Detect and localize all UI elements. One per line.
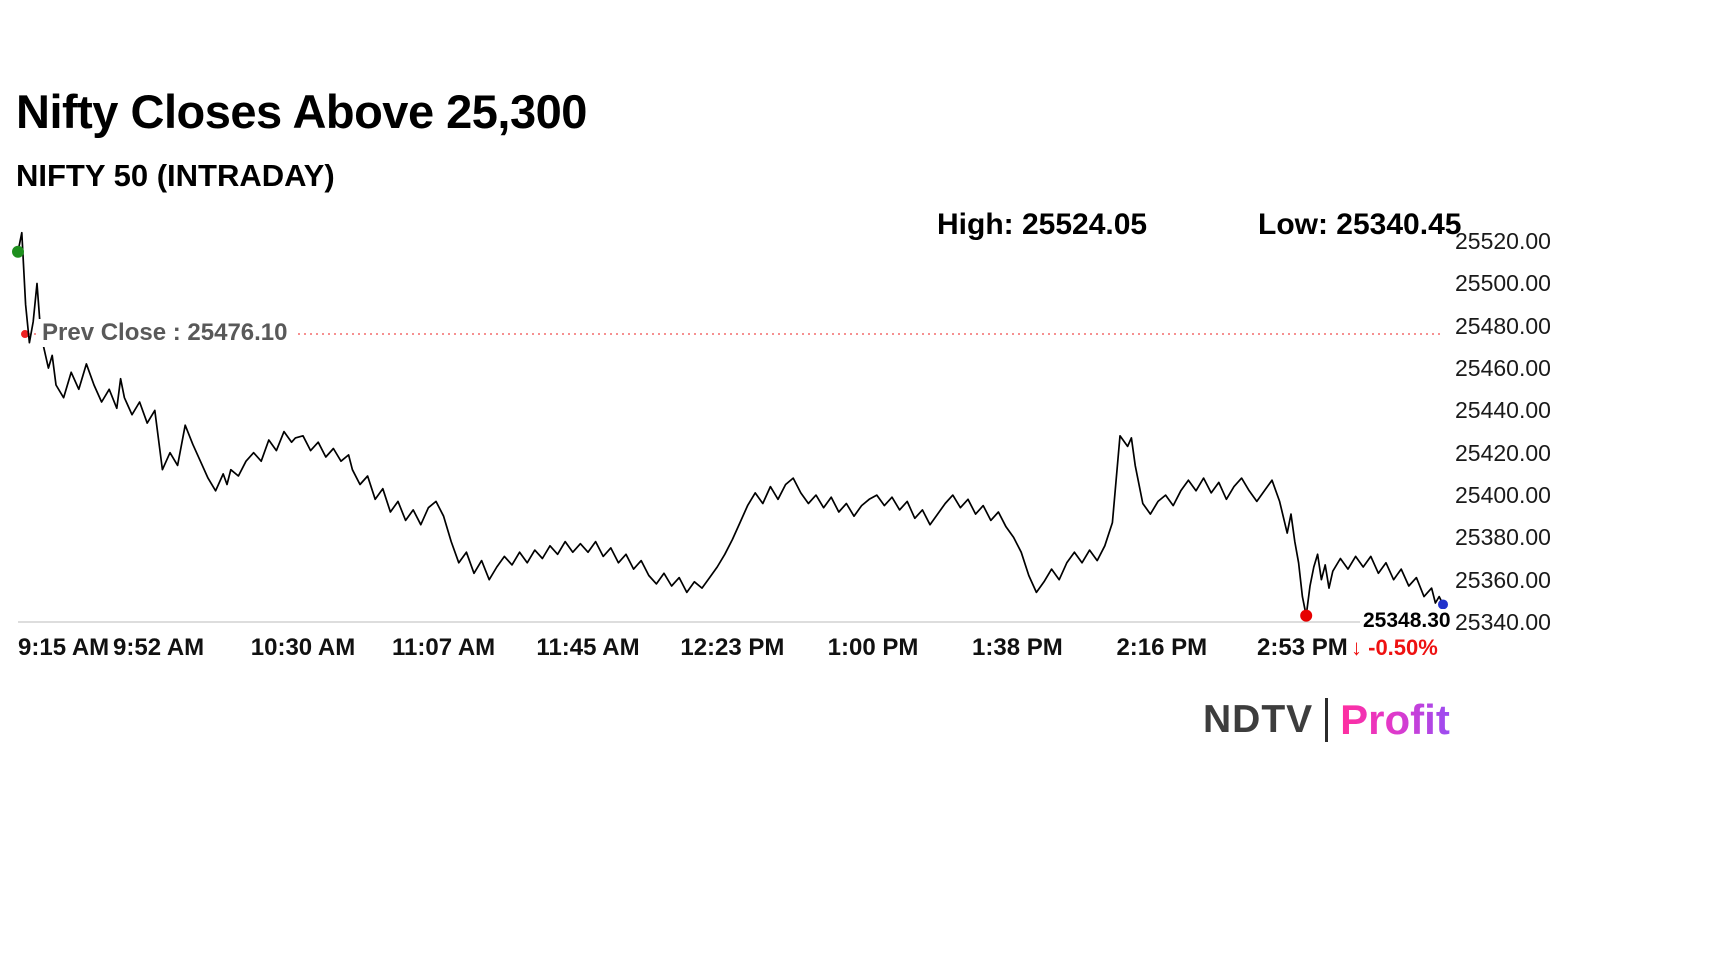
x-tick-label: 12:23 PM [680, 634, 785, 661]
page-title: Nifty Closes Above 25,300 [16, 85, 587, 138]
high-value-label: High: 25524.05 [937, 208, 1148, 241]
x-tick-label: 9:52 AM [113, 634, 205, 661]
y-tick-label: 25400.00 [1455, 482, 1551, 509]
y-tick-label: 25340.00 [1455, 609, 1551, 635]
last-price-label: 25348.30 [1360, 609, 1454, 633]
x-tick-label: 1:38 PM [972, 634, 1063, 661]
change-percent-label: ↓ -0.50% [1348, 635, 1441, 661]
session-close-marker [1438, 599, 1448, 610]
y-tick-label: 25360.00 [1455, 566, 1551, 593]
y-axis-labels: 25340.00 25360.00 25380.00 25400.00 25420.00… [1455, 0, 1575, 972]
chart-subtitle: NIFTY 50 (INTRADAY) [16, 158, 335, 193]
x-tick-label: 2:16 PM [1116, 634, 1208, 661]
price-line [17, 231, 1444, 617]
y-tick-label: 25440.00 [1455, 397, 1551, 424]
price-line-chart [12, 231, 1448, 623]
y-tick-label: 25520.00 [1455, 228, 1551, 255]
ndtv-wordmark: NDTV [1203, 698, 1314, 741]
profit-wordmark: Profit [1340, 696, 1450, 743]
x-tick-label: 1:00 PM [827, 634, 919, 661]
y-tick-label: 25480.00 [1455, 312, 1551, 339]
ndtv-profit-logo: NDTV Profit [1203, 696, 1450, 744]
y-tick-label: 25420.00 [1455, 439, 1551, 466]
low-value-label: Low: 25340.45 [1258, 208, 1462, 241]
x-tick-label: 9:15 AM [18, 634, 110, 661]
prev-close-dot [21, 330, 29, 339]
x-tick-label: 2:53 PM [1257, 634, 1348, 661]
y-tick-label: 25500.00 [1455, 270, 1551, 297]
x-tick-label: 11:07 AM [392, 634, 496, 661]
y-tick-label: 25380.00 [1455, 524, 1551, 551]
prev-close-label: Prev Close : 25476.10 [38, 319, 298, 347]
x-tick-label: 10:30 AM [250, 634, 356, 661]
y-tick-label: 25460.00 [1455, 355, 1551, 382]
session-open-high-marker [12, 245, 24, 258]
logo-divider [1325, 698, 1329, 742]
session-low-marker [1300, 609, 1313, 622]
x-tick-label: 11:45 AM [536, 634, 640, 661]
